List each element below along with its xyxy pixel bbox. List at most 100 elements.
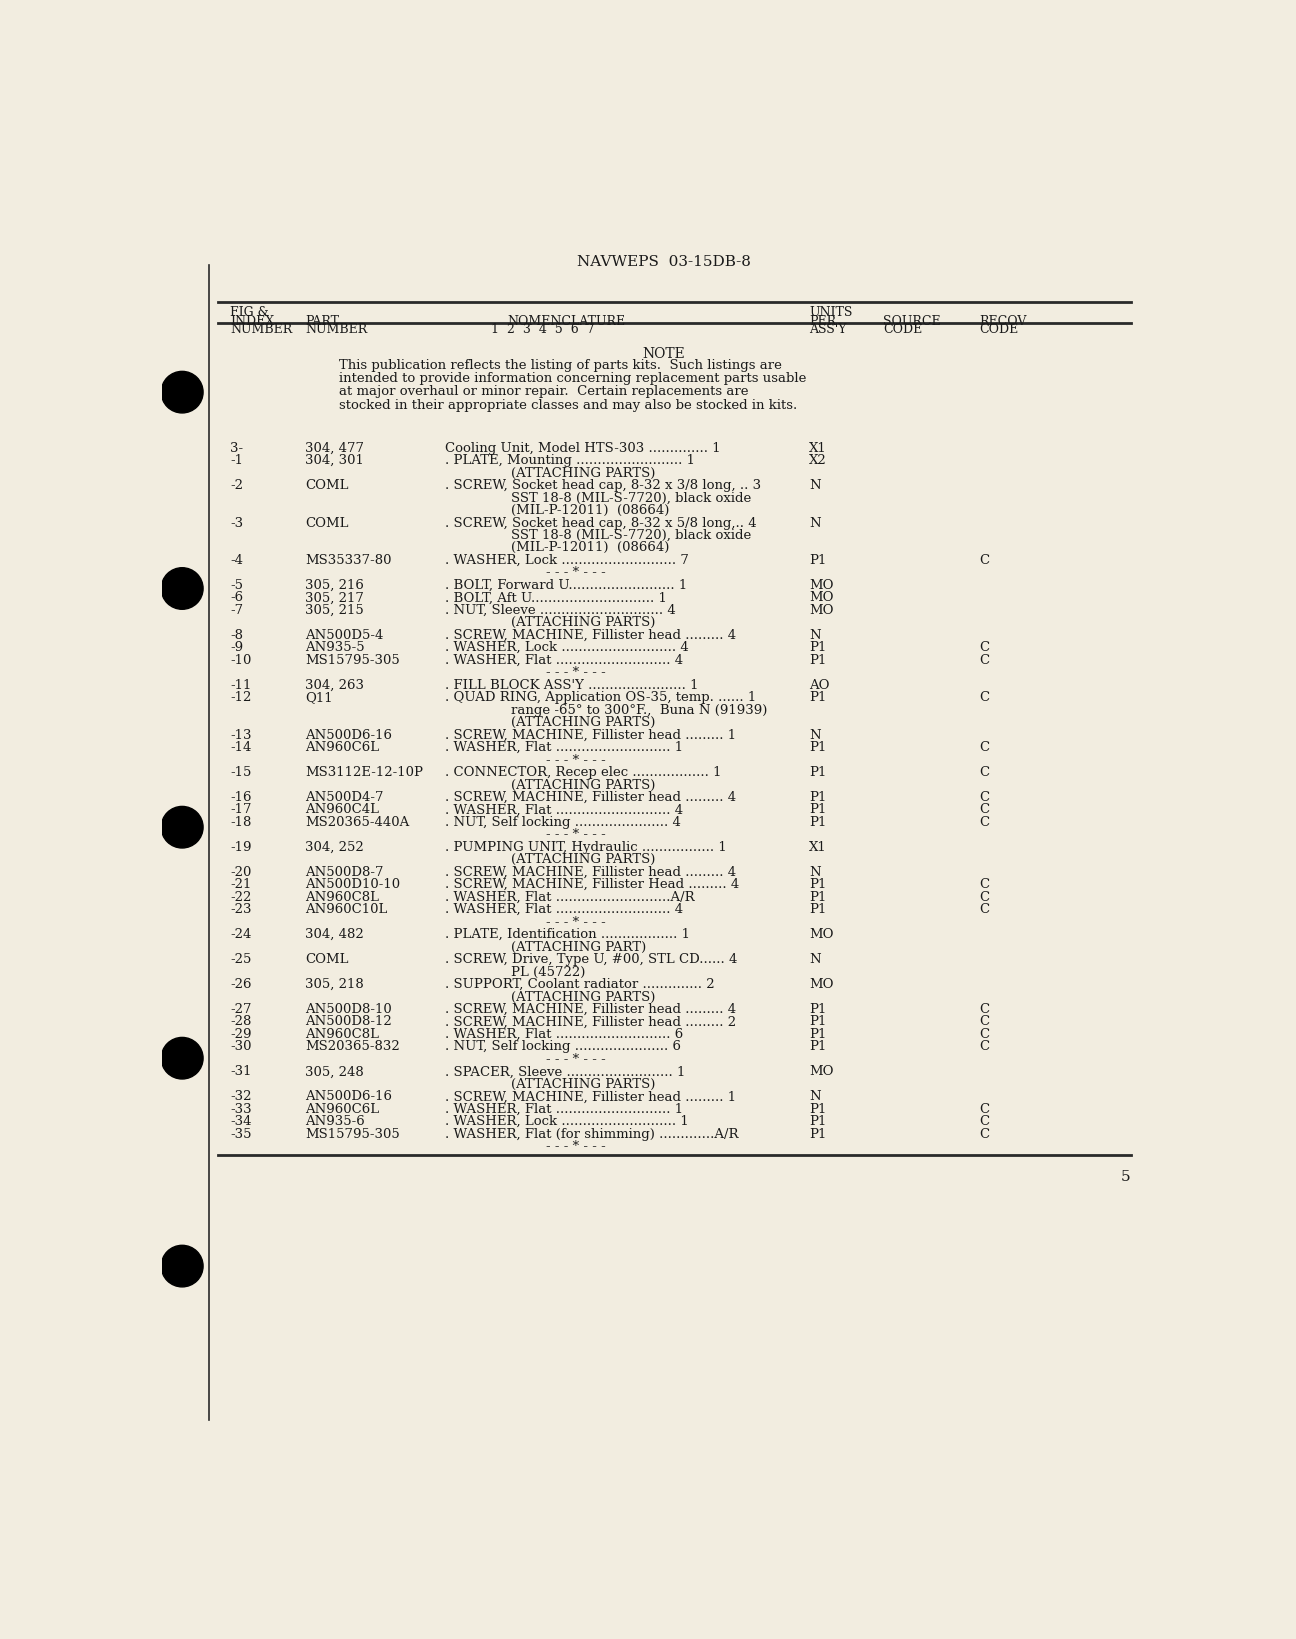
- Text: PER: PER: [809, 315, 836, 328]
- Text: . WASHER, Lock ........................... 7: . WASHER, Lock .........................…: [445, 554, 688, 567]
- Text: MO: MO: [809, 1065, 833, 1078]
- Text: 305, 216: 305, 216: [306, 579, 364, 592]
- Text: AN960C6L: AN960C6L: [306, 741, 380, 754]
- Text: AN500D10-10: AN500D10-10: [306, 879, 400, 890]
- Text: C: C: [980, 1128, 990, 1141]
- Text: . WASHER, Lock ........................... 1: . WASHER, Lock .........................…: [445, 1115, 688, 1128]
- Text: . PLATE, Identification .................. 1: . PLATE, Identification ................…: [445, 928, 689, 941]
- Text: P1: P1: [809, 554, 827, 567]
- Text: 305, 217: 305, 217: [306, 592, 364, 605]
- Text: P1: P1: [809, 903, 827, 916]
- Text: C: C: [980, 903, 990, 916]
- Text: -22: -22: [231, 890, 251, 903]
- Text: N: N: [809, 628, 820, 641]
- Text: . WASHER, Flat ........................... 1: . WASHER, Flat .........................…: [445, 1101, 683, 1115]
- Circle shape: [161, 569, 203, 610]
- Text: . NUT, Sleeve ............................. 4: . NUT, Sleeve ..........................…: [445, 603, 675, 616]
- Text: X2: X2: [809, 454, 827, 467]
- Text: - - - * - - -: - - - * - - -: [546, 565, 605, 579]
- Text: . SCREW, MACHINE, Fillister head ......... 4: . SCREW, MACHINE, Fillister head .......…: [445, 865, 736, 879]
- Text: P1: P1: [809, 1028, 827, 1041]
- Text: RECOV: RECOV: [980, 315, 1026, 328]
- Text: P1: P1: [809, 890, 827, 903]
- Text: N: N: [809, 516, 820, 529]
- Text: 3-: 3-: [231, 441, 244, 454]
- Text: C: C: [980, 803, 990, 816]
- Text: (ATTACHING PARTS): (ATTACHING PARTS): [511, 467, 654, 479]
- Text: 305, 218: 305, 218: [306, 977, 364, 990]
- Text: -33: -33: [231, 1101, 251, 1115]
- Text: MS15795-305: MS15795-305: [306, 654, 400, 667]
- Text: stocked in their appropriate classes and may also be stocked in kits.: stocked in their appropriate classes and…: [338, 398, 797, 411]
- Text: -34: -34: [231, 1115, 251, 1128]
- Text: . SUPPORT, Coolant radiator .............. 2: . SUPPORT, Coolant radiator ............…: [445, 977, 714, 990]
- Text: . BOLT, Aft U............................. 1: . BOLT, Aft U...........................…: [445, 592, 666, 605]
- Text: 304, 477: 304, 477: [306, 441, 364, 454]
- Text: AN500D6-16: AN500D6-16: [306, 728, 393, 741]
- Text: P1: P1: [809, 1115, 827, 1128]
- Text: C: C: [980, 1015, 990, 1028]
- Text: Q11: Q11: [306, 690, 333, 703]
- Text: . SCREW, MACHINE, Fillister head ......... 1: . SCREW, MACHINE, Fillister head .......…: [445, 1090, 736, 1103]
- Text: AN500D5-4: AN500D5-4: [306, 628, 384, 641]
- Text: N: N: [809, 728, 820, 741]
- Text: AN960C8L: AN960C8L: [306, 890, 380, 903]
- Text: . SCREW, MACHINE, Fillister head ......... 4: . SCREW, MACHINE, Fillister head .......…: [445, 628, 736, 641]
- Text: -19: -19: [231, 841, 251, 854]
- Text: 305, 248: 305, 248: [306, 1065, 364, 1078]
- Text: Cooling Unit, Model HTS-303 .............. 1: Cooling Unit, Model HTS-303 ............…: [445, 441, 721, 454]
- Text: . WASHER, Flat (for shimming) .............A/R: . WASHER, Flat (for shimming) ..........…: [445, 1128, 739, 1141]
- Text: C: C: [980, 765, 990, 779]
- Text: at major overhaul or minor repair.  Certain replacements are: at major overhaul or minor repair. Certa…: [338, 385, 748, 398]
- Text: FIG &: FIG &: [231, 306, 270, 320]
- Text: AN500D8-7: AN500D8-7: [306, 865, 384, 879]
- Text: . SCREW, MACHINE, Fillister head ......... 4: . SCREW, MACHINE, Fillister head .......…: [445, 1003, 736, 1016]
- Text: . SCREW, Socket head cap, 8-32 x 5/8 long,.. 4: . SCREW, Socket head cap, 8-32 x 5/8 lon…: [445, 516, 757, 529]
- Text: . NUT, Self locking ...................... 4: . NUT, Self locking ....................…: [445, 815, 680, 828]
- Text: (ATTACHING PARTS): (ATTACHING PARTS): [511, 1077, 654, 1090]
- Text: P1: P1: [809, 654, 827, 667]
- Text: 1  2  3  4  5  6  7: 1 2 3 4 5 6 7: [491, 323, 595, 336]
- Text: -2: -2: [231, 479, 244, 492]
- Text: . SCREW, MACHINE, Fillister head ......... 1: . SCREW, MACHINE, Fillister head .......…: [445, 728, 736, 741]
- Text: . PLATE, Mounting ......................... 1: . PLATE, Mounting ......................…: [445, 454, 695, 467]
- Text: -27: -27: [231, 1003, 251, 1016]
- Text: AN500D8-12: AN500D8-12: [306, 1015, 393, 1028]
- Text: -23: -23: [231, 903, 251, 916]
- Text: - - - * - - -: - - - * - - -: [546, 1052, 605, 1065]
- Text: . SCREW, MACHINE, Fillister Head ......... 4: . SCREW, MACHINE, Fillister Head .......…: [445, 879, 739, 890]
- Text: -10: -10: [231, 654, 251, 667]
- Text: 5: 5: [1121, 1169, 1130, 1183]
- Text: CODE: CODE: [980, 323, 1019, 336]
- Text: C: C: [980, 879, 990, 890]
- Text: P1: P1: [809, 1101, 827, 1115]
- Text: MS15795-305: MS15795-305: [306, 1128, 400, 1141]
- Text: MS35337-80: MS35337-80: [306, 554, 391, 567]
- Text: MO: MO: [809, 977, 833, 990]
- Text: -1: -1: [231, 454, 244, 467]
- Text: P1: P1: [809, 815, 827, 828]
- Text: -35: -35: [231, 1128, 251, 1141]
- Text: -8: -8: [231, 628, 244, 641]
- Text: -7: -7: [231, 603, 244, 616]
- Text: -26: -26: [231, 977, 251, 990]
- Text: NAVWEPS  03-15DB-8: NAVWEPS 03-15DB-8: [577, 254, 752, 269]
- Text: AN960C4L: AN960C4L: [306, 803, 380, 816]
- Text: -16: -16: [231, 790, 251, 803]
- Text: - - - * - - -: - - - * - - -: [546, 828, 605, 841]
- Text: X1: X1: [809, 841, 827, 854]
- Text: NUMBER: NUMBER: [231, 323, 293, 336]
- Text: 304, 301: 304, 301: [306, 454, 364, 467]
- Text: (ATTACHING PARTS): (ATTACHING PARTS): [511, 990, 654, 1003]
- Text: C: C: [980, 690, 990, 703]
- Text: ASS'Y: ASS'Y: [809, 323, 846, 336]
- Text: P1: P1: [809, 641, 827, 654]
- Text: . NUT, Self locking ...................... 6: . NUT, Self locking ....................…: [445, 1039, 680, 1052]
- Circle shape: [161, 1037, 203, 1080]
- Text: . WASHER, Flat ........................... 6: . WASHER, Flat .........................…: [445, 1028, 683, 1041]
- Text: PL (45722): PL (45722): [511, 965, 584, 978]
- Text: . WASHER, Flat ........................... 4: . WASHER, Flat .........................…: [445, 903, 683, 916]
- Text: . SPACER, Sleeve ......................... 1: . SPACER, Sleeve .......................…: [445, 1065, 686, 1078]
- Text: P1: P1: [809, 1039, 827, 1052]
- Text: This publication reflects the listing of parts kits.  Such listings are: This publication reflects the listing of…: [338, 359, 781, 372]
